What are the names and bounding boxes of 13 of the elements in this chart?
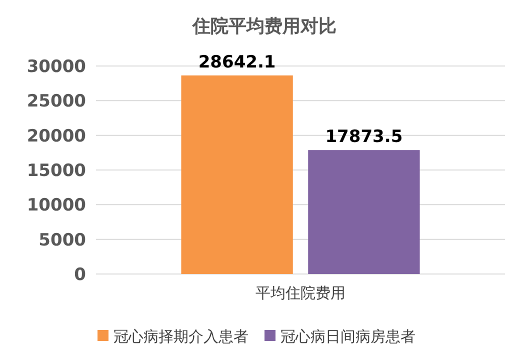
y-tick-label: 5000 <box>38 230 86 250</box>
y-tick-label: 10000 <box>26 196 86 216</box>
y-tick-label: 25000 <box>26 92 86 112</box>
x-tick-label: 平均住院费用 <box>256 284 346 302</box>
legend-label: 冠心病择期介入患者 <box>114 327 248 346</box>
data-label: 28642.1 <box>198 52 276 72</box>
y-tick-label: 15000 <box>26 160 86 181</box>
y-tick-label: 30000 <box>26 56 86 77</box>
chart-title: 住院平均费用对比 <box>192 16 336 37</box>
y-tick-label: 20000 <box>26 126 86 146</box>
legend-label: 冠心病日间病房患者 <box>280 327 416 346</box>
y-tick-label: 0 <box>74 264 86 285</box>
data-label: 17873.5 <box>325 127 403 148</box>
